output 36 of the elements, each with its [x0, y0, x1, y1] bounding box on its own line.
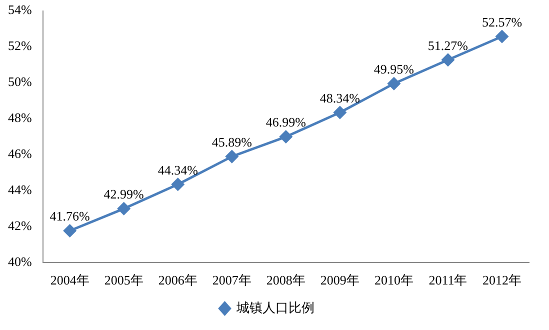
y-tick-label: 46%	[8, 146, 32, 161]
point	[172, 178, 184, 191]
x-tick-label: 2012年	[482, 272, 522, 288]
data-label: 44.34%	[158, 162, 198, 178]
x-tick-label: 2011年	[428, 272, 468, 288]
y-tick-label: 54%	[8, 2, 32, 18]
data-label: 48.34%	[320, 90, 360, 106]
data-label: 52.57%	[482, 14, 522, 30]
x-tick-label: 2008年	[266, 272, 306, 288]
y-tick-label: 40%	[8, 254, 32, 269]
data-label: 42.99%	[104, 186, 144, 202]
point	[118, 202, 130, 215]
point	[442, 54, 454, 66]
legend-label: 城镇人口比例	[235, 300, 314, 315]
point	[496, 30, 508, 43]
data-label: 45.89%	[212, 134, 252, 150]
point	[226, 150, 238, 163]
x-tick-label: 2007年	[212, 272, 252, 288]
y-tick-label: 42%	[8, 218, 32, 233]
y-tick-label: 48%	[8, 110, 32, 126]
y-tick-label: 52%	[8, 38, 32, 54]
y-tick-label: 44%	[8, 182, 32, 197]
x-tick-label: 2004年	[50, 272, 90, 288]
point	[388, 77, 400, 90]
point	[64, 224, 76, 238]
x-tick-label: 2010年	[374, 272, 414, 288]
x-tick-label: 2005年	[104, 272, 144, 288]
data-label: 46.99%	[266, 114, 306, 130]
x-tick-label: 2006年	[158, 272, 198, 288]
data-label: 51.27%	[428, 38, 468, 53]
y-tick-label: 50%	[8, 74, 32, 90]
data-label: 49.95%	[374, 62, 414, 77]
data-label: 41.76%	[50, 208, 90, 224]
point	[334, 106, 346, 119]
point	[280, 130, 292, 144]
x-tick-label: 2009年	[320, 272, 360, 288]
